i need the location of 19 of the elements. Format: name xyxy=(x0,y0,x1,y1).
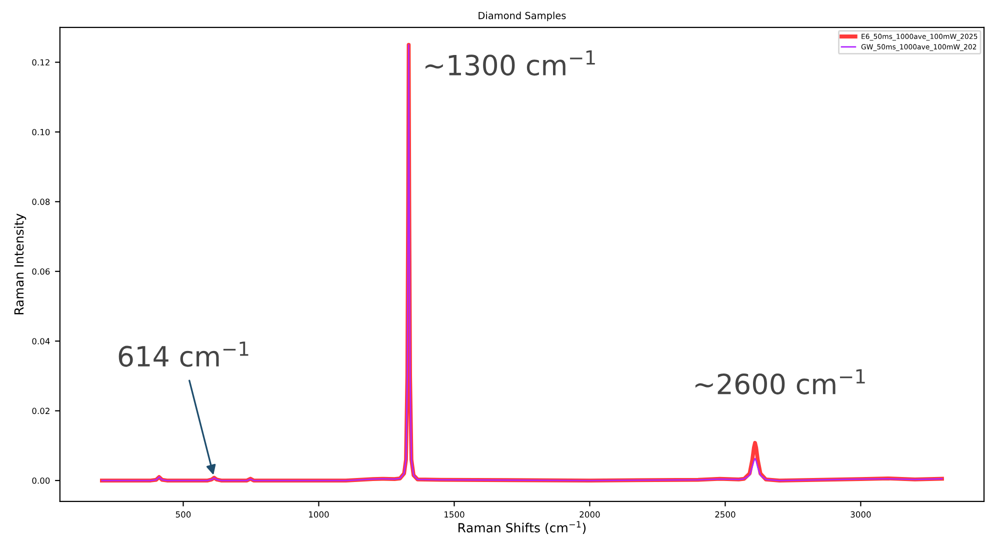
x-axis-title: Raman Shifts (cm$^{−1}$) xyxy=(458,521,586,534)
annotation: ~1300 cm$^{−1}$ xyxy=(426,50,595,76)
x-tick-label: 1500 xyxy=(444,511,464,518)
x-tick-label: 2500 xyxy=(715,511,736,518)
x-tick-label: 2000 xyxy=(580,511,600,518)
y-tick-label: 0.00 xyxy=(32,477,50,484)
y-tick-label: 0.02 xyxy=(32,408,50,414)
x-tick-label: 3000 xyxy=(850,511,871,518)
y-tick-label: 0.06 xyxy=(32,268,50,275)
x-tick-label: 1000 xyxy=(309,511,329,518)
x-tick-label: 500 xyxy=(176,511,191,518)
chart-title: Diamond Samples xyxy=(478,12,566,22)
annotation: ~2600 cm$^{−1}$ xyxy=(695,369,865,394)
y-tick-label: 0.10 xyxy=(32,128,50,136)
y-axis-title: Raman Intensity xyxy=(14,214,26,314)
y-tick-label: 0.08 xyxy=(32,198,50,205)
y-tick-label: 0.12 xyxy=(32,59,50,66)
y-tick-label: 0.04 xyxy=(32,338,50,344)
annotation: 614 cm$^{−1}$ xyxy=(118,342,248,367)
